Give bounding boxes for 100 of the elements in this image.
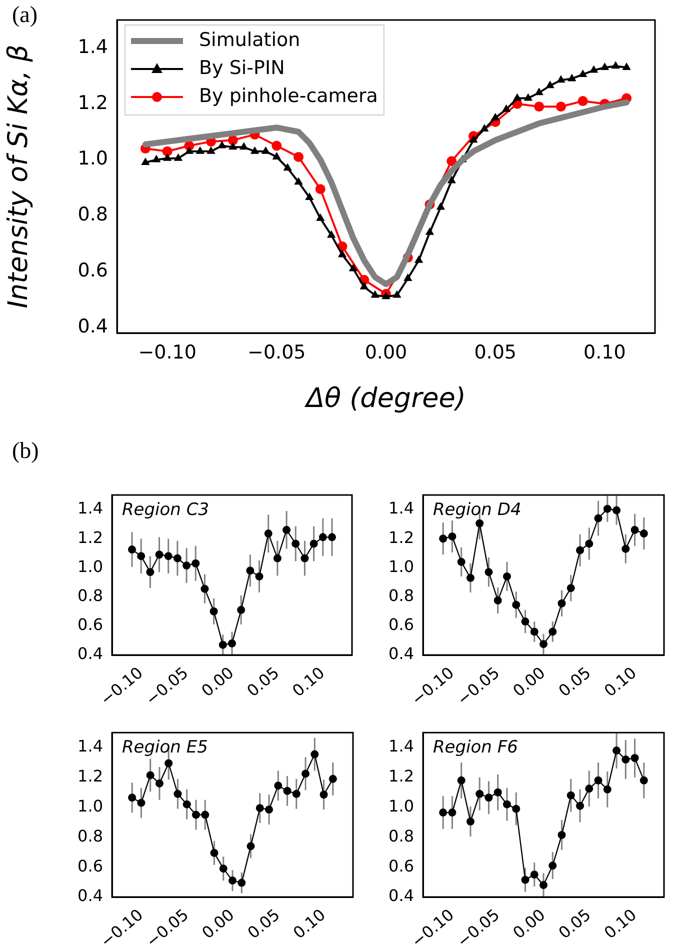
point	[448, 532, 456, 540]
point	[480, 124, 489, 132]
x-tick-label: −0.10	[138, 341, 196, 364]
point	[603, 504, 612, 513]
point	[630, 526, 639, 534]
point	[502, 800, 511, 808]
point	[128, 794, 136, 802]
point	[594, 776, 602, 784]
point	[192, 810, 200, 819]
y-tick-label: 0.6	[78, 856, 103, 876]
point	[174, 790, 182, 798]
point	[382, 292, 390, 300]
point	[576, 802, 584, 810]
point	[556, 102, 566, 112]
point	[182, 562, 191, 570]
point	[310, 540, 318, 548]
point	[521, 876, 530, 884]
point	[184, 146, 194, 154]
point	[218, 140, 226, 148]
point	[524, 93, 532, 101]
point	[447, 176, 456, 184]
x-tick-label: −0.05	[248, 341, 306, 364]
point	[630, 754, 639, 762]
point	[192, 559, 200, 568]
x-tick-label: 0.10	[584, 341, 626, 364]
point	[370, 290, 380, 298]
point	[558, 830, 566, 839]
legend-label: Simulation	[199, 28, 300, 51]
point	[640, 776, 648, 784]
point	[316, 213, 325, 221]
point	[294, 177, 303, 185]
point	[255, 572, 264, 580]
point	[128, 546, 136, 554]
point	[240, 142, 248, 150]
point	[611, 61, 620, 69]
y-tick-label: 0.4	[78, 644, 103, 664]
point	[466, 818, 474, 826]
point	[566, 791, 575, 800]
y-tick-label: 0.4	[78, 886, 103, 906]
legend-label: By Si-PIN	[199, 56, 285, 79]
chart-title: Region F6	[433, 738, 518, 758]
x-tick-label: 0.05	[474, 341, 517, 364]
point	[576, 546, 584, 554]
chart-title: Region E5	[122, 738, 208, 758]
point	[272, 140, 282, 151]
point	[315, 184, 326, 194]
y-tick-label: 1.2	[78, 92, 108, 114]
point	[238, 878, 246, 887]
y-tick-label: 0.4	[388, 644, 414, 664]
point	[476, 519, 484, 528]
point	[436, 202, 446, 210]
y-tick-label: 1.2	[388, 528, 414, 547]
point	[292, 540, 300, 548]
point	[228, 639, 236, 648]
point	[305, 192, 314, 200]
point	[283, 786, 292, 795]
point	[318, 533, 327, 542]
point	[137, 552, 146, 560]
point	[404, 274, 412, 282]
x-tick-label: 0.00	[364, 341, 408, 364]
point	[494, 596, 502, 604]
point	[622, 544, 630, 553]
point	[155, 550, 164, 559]
point	[392, 290, 402, 298]
point	[600, 62, 610, 70]
text: (b)	[12, 438, 39, 464]
point	[585, 540, 594, 548]
point	[446, 156, 457, 166]
y-axis-title: Intensity of Si Kα, β	[3, 44, 34, 308]
point	[261, 146, 270, 154]
point	[265, 806, 274, 814]
point	[466, 574, 474, 582]
point	[141, 158, 150, 166]
y-tick-label: 0.8	[78, 826, 103, 846]
point	[164, 552, 172, 560]
point	[182, 800, 191, 808]
point	[246, 566, 254, 575]
text: (a)	[12, 2, 38, 28]
point	[210, 607, 218, 616]
point	[282, 526, 291, 534]
point	[512, 600, 520, 609]
point	[589, 65, 598, 73]
point	[320, 790, 328, 799]
point	[264, 530, 272, 538]
y-tick-label: 1.4	[78, 736, 103, 756]
y-tick-label: 1.0	[388, 796, 414, 816]
point	[484, 794, 493, 802]
point	[246, 842, 255, 850]
point	[469, 135, 478, 143]
point	[162, 146, 172, 156]
point	[273, 554, 282, 562]
point	[218, 640, 227, 649]
point	[612, 506, 621, 514]
point	[491, 112, 500, 120]
y-tick-label: 1.0	[78, 148, 108, 170]
point	[425, 227, 434, 235]
y-tick-label: 0.6	[388, 856, 414, 876]
point	[502, 572, 511, 580]
point	[228, 876, 236, 885]
point	[302, 770, 310, 778]
